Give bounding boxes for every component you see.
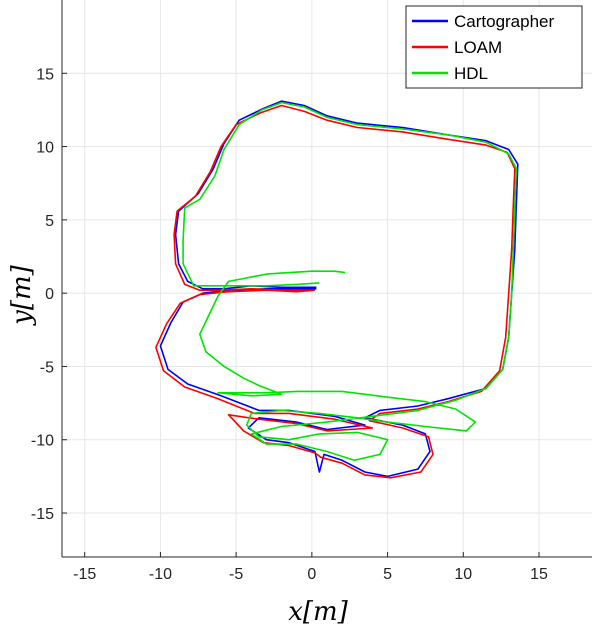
x-tick-label: -10 bbox=[149, 566, 172, 583]
x-tick-label: 15 bbox=[530, 566, 548, 583]
series-line-hdl bbox=[182, 101, 518, 462]
series-line-loam bbox=[155, 104, 516, 479]
series-layer bbox=[155, 100, 519, 479]
x-tick-label: 0 bbox=[307, 566, 316, 583]
plot-area-background bbox=[62, 0, 592, 557]
legend-label: HDL bbox=[454, 64, 488, 83]
legend-label: LOAM bbox=[454, 38, 502, 57]
x-tick-label: -5 bbox=[229, 566, 243, 583]
y-tick-label: 15 bbox=[36, 66, 54, 83]
y-tick-label: 0 bbox=[45, 286, 54, 303]
y-tick-label: 5 bbox=[45, 213, 54, 230]
legend: Cartographer LOAM HDL bbox=[405, 5, 583, 89]
y-tick-label: 10 bbox=[36, 140, 54, 157]
axes bbox=[61, 0, 592, 558]
series-line-cartographer bbox=[159, 100, 519, 478]
x-axis-label: x[m] bbox=[288, 597, 348, 627]
x-tick-label: -15 bbox=[73, 566, 96, 583]
x-tick-label: 10 bbox=[454, 566, 472, 583]
x-tick-label: 5 bbox=[383, 566, 392, 583]
y-axis-label: y[m] bbox=[7, 264, 37, 325]
y-tick-label: -15 bbox=[31, 506, 54, 523]
y-tick-label: -5 bbox=[40, 359, 54, 376]
y-tick-label: -10 bbox=[31, 433, 54, 450]
tick-labels: -15 -10 -5 0 5 10 15 -15 -10 -5 0 5 10 15 bbox=[31, 66, 548, 583]
legend-label: Cartographer bbox=[454, 12, 555, 31]
